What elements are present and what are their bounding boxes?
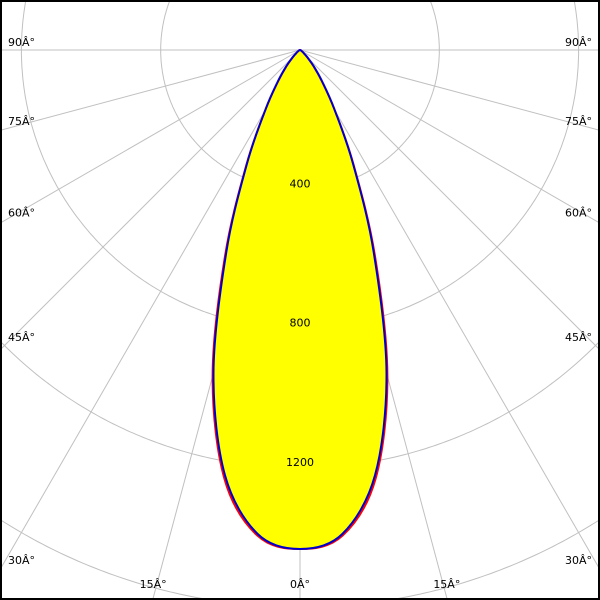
intensity-fill	[213, 50, 387, 549]
grid-radial-line	[299, 49, 600, 570]
labels: 400 800 1200 90Â° 75Â° 60Â° 45Â° 30Â° 15Â° 0Â° 15Â…	[8, 36, 592, 591]
grid-radial-line	[0, 49, 301, 131]
angle-label: 60Â°	[565, 206, 592, 219]
grid-ring	[573, 1, 580, 50]
grid-radial-line	[299, 49, 600, 131]
grid-ring	[429, 0, 440, 50]
angle-label: 75Â°	[8, 115, 35, 128]
angle-label: 0Â°	[290, 578, 310, 591]
grid-radial-line	[0, 49, 301, 224]
grid-radial-line	[0, 49, 301, 570]
angle-label: 75Â°	[565, 115, 592, 128]
angle-label: 30Â°	[565, 554, 592, 567]
angle-label: 30Â°	[8, 554, 35, 567]
angle-label: 60Â°	[8, 206, 35, 219]
radial-tick-label: 1200	[286, 456, 314, 469]
angle-label: 15Â°	[433, 578, 460, 591]
grid-ring	[0, 519, 209, 600]
angle-label: 15Â°	[140, 578, 167, 591]
grid-radial-line	[0, 49, 301, 351]
angle-label: 90Â°	[8, 36, 35, 49]
grid-radial-line	[299, 49, 600, 224]
series-curve-1	[212, 48, 388, 551]
grid-radial-line	[299, 49, 600, 351]
grid-ring	[391, 519, 600, 600]
angle-label: 90Â°	[565, 36, 592, 49]
radial-tick-label: 800	[290, 317, 311, 330]
radial-tick-label: 400	[290, 177, 311, 190]
angle-label: 45Â°	[565, 331, 592, 344]
curves	[211, 48, 389, 551]
angle-label: 45Â°	[8, 331, 35, 344]
